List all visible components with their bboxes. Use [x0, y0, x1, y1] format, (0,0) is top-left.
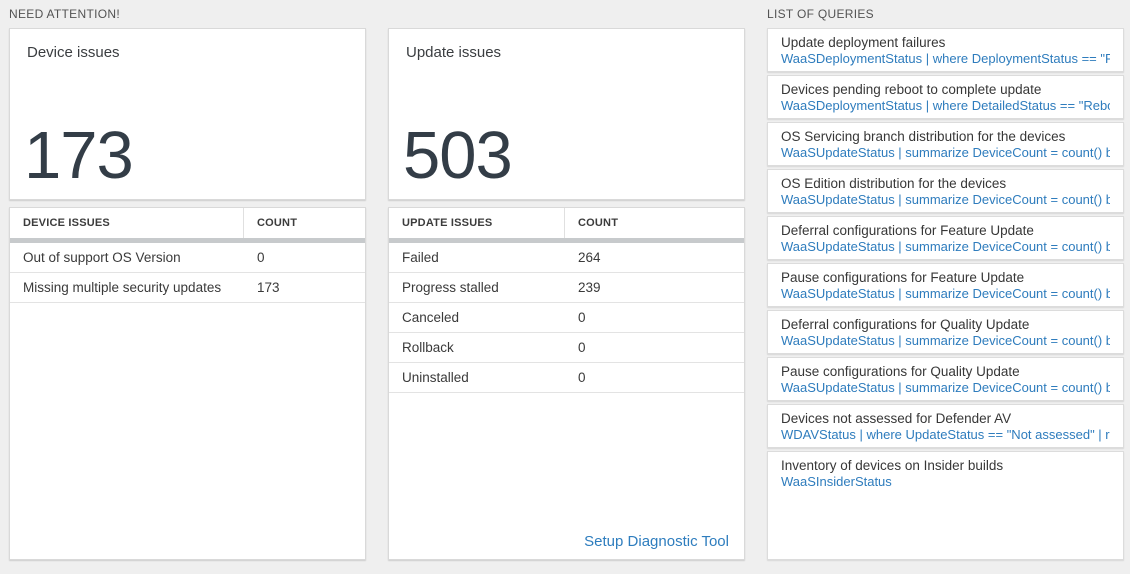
- query-list-item[interactable]: Devices pending reboot to complete updat…: [767, 75, 1124, 119]
- row-count: 0: [578, 370, 586, 385]
- row-label: Out of support OS Version: [23, 250, 181, 265]
- query-code: WaaSUpdateStatus | summarize DeviceCount…: [781, 380, 1110, 395]
- query-list-item[interactable]: Deferral configurations for Feature Upda…: [767, 216, 1124, 260]
- query-code: WaaSInsiderStatus: [781, 474, 892, 489]
- setup-diagnostic-tool-link[interactable]: Setup Diagnostic Tool: [584, 533, 729, 550]
- device-table-header: DEVICE ISSUES COUNT: [10, 208, 365, 238]
- row-label: Failed: [402, 250, 439, 265]
- query-code: WaaSUpdateStatus | summarize DeviceCount…: [781, 145, 1110, 160]
- table-row[interactable]: Uninstalled 0: [389, 363, 744, 393]
- row-count: 173: [257, 280, 280, 295]
- row-count: 264: [578, 250, 601, 265]
- query-code: WaaSDeploymentStatus | where DetailedSta…: [781, 98, 1110, 113]
- query-code: WaaSUpdateStatus | summarize DeviceCount…: [781, 239, 1110, 254]
- query-title: OS Edition distribution for the devices: [781, 176, 1007, 191]
- query-title: OS Servicing branch distribution for the…: [781, 129, 1066, 144]
- query-list-item[interactable]: OS Edition distribution for the devices …: [767, 169, 1124, 213]
- row-count: 239: [578, 280, 601, 295]
- row-label: Missing multiple security updates: [23, 280, 222, 295]
- query-title: Pause configurations for Quality Update: [781, 364, 1020, 379]
- query-list-item[interactable]: Deferral configurations for Quality Upda…: [767, 310, 1124, 354]
- device-issues-table: DEVICE ISSUES COUNT Out of support OS Ve…: [9, 207, 366, 560]
- table-row[interactable]: Rollback 0: [389, 333, 744, 363]
- query-title: Deferral configurations for Quality Upda…: [781, 317, 1030, 332]
- query-title: Deferral configurations for Feature Upda…: [781, 223, 1034, 238]
- update-table-header-divider: [389, 238, 744, 243]
- device-issues-tile[interactable]: Device issues 173: [9, 28, 366, 200]
- need-attention-heading-spacer: [388, 0, 745, 28]
- table-row[interactable]: Missing multiple security updates 173: [10, 273, 365, 303]
- query-list-item[interactable]: Pause configurations for Quality Update …: [767, 357, 1124, 401]
- row-label: Canceled: [402, 310, 460, 325]
- query-code: WaaSDeploymentStatus | where DeploymentS…: [781, 51, 1110, 66]
- query-list: Update deployment failures WaaSDeploymen…: [767, 28, 1124, 560]
- query-list-item[interactable]: Update deployment failures WaaSDeploymen…: [767, 28, 1124, 72]
- update-issues-table: UPDATE ISSUES COUNT Failed 264 Progress …: [388, 207, 745, 560]
- device-table-header-divider: [10, 238, 365, 243]
- row-label: Uninstalled: [402, 370, 469, 385]
- row-count: 0: [578, 340, 586, 355]
- query-title: Pause configurations for Feature Update: [781, 270, 1025, 285]
- query-list-item[interactable]: OS Servicing branch distribution for the…: [767, 122, 1124, 166]
- row-label: Progress stalled: [402, 280, 499, 295]
- row-label: Rollback: [402, 340, 454, 355]
- query-title: Inventory of devices on Insider builds: [781, 458, 1004, 473]
- update-table-header: UPDATE ISSUES COUNT: [389, 208, 744, 238]
- table-row[interactable]: Progress stalled 239: [389, 273, 744, 303]
- device-issues-column: NEED ATTENTION! Device issues 173 DEVICE…: [9, 0, 366, 560]
- table-row[interactable]: Failed 264: [389, 243, 744, 273]
- table-row[interactable]: Out of support OS Version 0: [10, 243, 365, 273]
- row-count: 0: [578, 310, 586, 325]
- update-issues-tile[interactable]: Update issues 503: [388, 28, 745, 200]
- update-issues-count: 503: [403, 118, 513, 193]
- row-count: 0: [257, 250, 265, 265]
- query-list-item[interactable]: Pause configurations for Feature Update …: [767, 263, 1124, 307]
- query-list-column: LIST OF QUERIES Update deployment failur…: [767, 0, 1124, 560]
- query-title: Devices not assessed for Defender AV: [781, 411, 1012, 426]
- update-issues-tile-title: Update issues: [406, 44, 502, 61]
- device-issues-tile-title: Device issues: [27, 44, 120, 61]
- table-row[interactable]: Canceled 0: [389, 303, 744, 333]
- query-list-item[interactable]: Inventory of devices on Insider builds W…: [767, 451, 1124, 560]
- query-title: Devices pending reboot to complete updat…: [781, 82, 1042, 97]
- query-title: Update deployment failures: [781, 35, 946, 50]
- update-table-header-count: COUNT: [578, 217, 619, 229]
- need-attention-heading: NEED ATTENTION!: [9, 7, 120, 21]
- update-table-header-issue: UPDATE ISSUES: [389, 208, 565, 238]
- query-code: WaaSUpdateStatus | summarize DeviceCount…: [781, 192, 1110, 207]
- list-of-queries-heading: LIST OF QUERIES: [767, 7, 874, 21]
- update-issues-column: Update issues 503 UPDATE ISSUES COUNT Fa…: [388, 0, 745, 560]
- query-code: WaaSUpdateStatus | summarize DeviceCount…: [781, 333, 1110, 348]
- device-issues-count: 173: [24, 118, 134, 193]
- query-code: WaaSUpdateStatus | summarize DeviceCount…: [781, 286, 1110, 301]
- query-list-item[interactable]: Devices not assessed for Defender AV WDA…: [767, 404, 1124, 448]
- query-code: WDAVStatus | where UpdateStatus == "Not …: [781, 427, 1110, 442]
- device-table-header-issue: DEVICE ISSUES: [10, 208, 244, 238]
- device-table-header-count: COUNT: [257, 217, 298, 229]
